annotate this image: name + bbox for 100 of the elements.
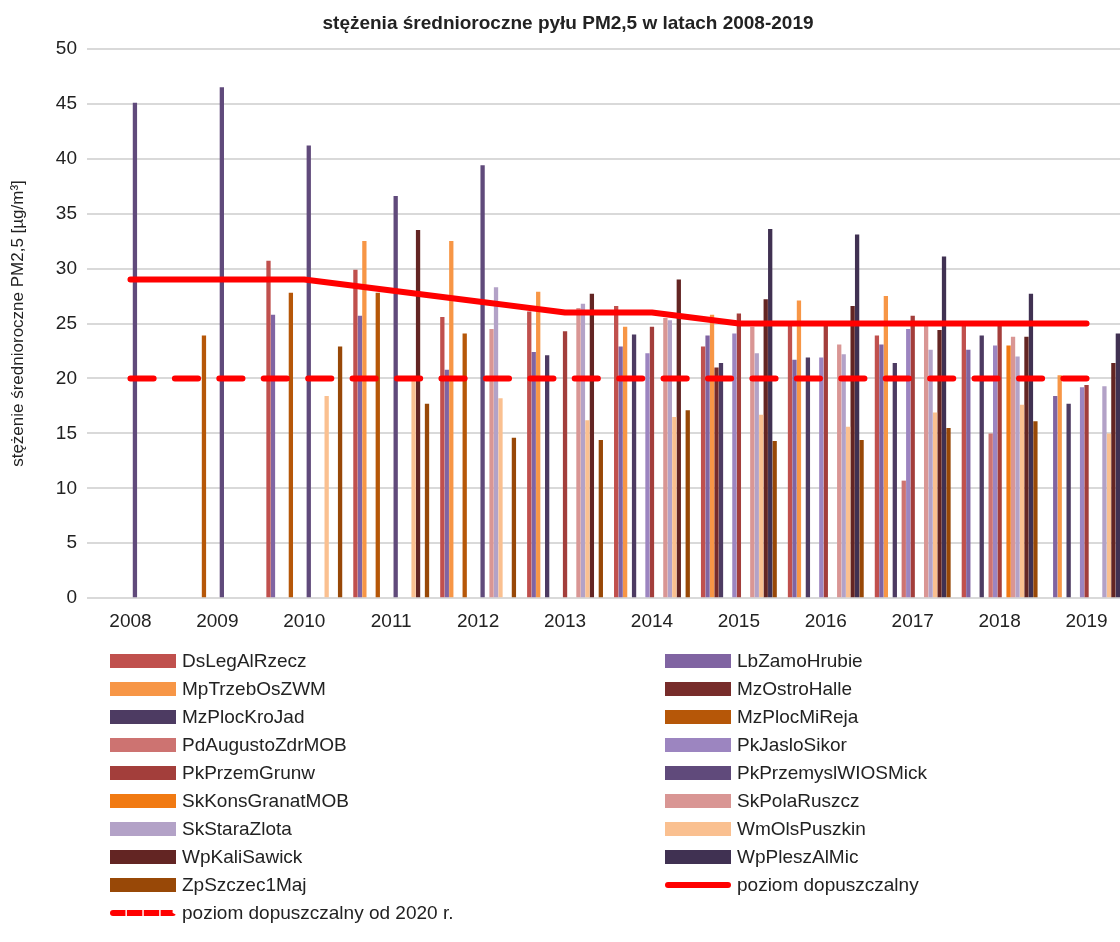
bar [718,363,724,598]
legend-label: MzPlocKroJad [182,706,305,728]
bar [685,410,690,598]
bar [923,325,929,598]
bar [493,287,499,598]
x-tick-label: 2009 [196,609,239,631]
bar [846,426,851,598]
bar [424,403,430,598]
bar [946,427,951,598]
bar [906,328,911,598]
legend-label: poziom dopuszczalny od 2020 r. [182,902,454,924]
legend-label: PkJasloSikor [737,734,847,756]
bar [750,326,755,598]
bar [306,145,311,598]
bar [1019,404,1025,598]
y-tick-label: 15 [55,421,77,443]
bar [1053,396,1058,598]
bar [411,379,416,598]
legend-label: SkKonsGranatMOB [182,790,349,812]
bar [444,369,449,598]
legend-label: ZpSzczec1Maj [182,874,307,896]
bar [1057,375,1062,598]
y-tick-label: 20 [55,366,77,388]
legend-label: SkStaraZlota [182,818,292,840]
bar [1079,387,1085,598]
bar [993,345,998,598]
bar [393,196,398,598]
y-tick-label: 45 [55,91,77,113]
chart-title: stężenia średnioroczne pyłu PM2,5 w latach 2008-2019 [322,11,814,33]
bar [266,260,271,598]
y-axis-title: stężenie średnioroczne PM2,5 [µg/m³] [7,180,27,467]
bar [988,433,993,598]
bar [805,357,811,598]
bar [598,439,603,598]
legend-label: MzOstroHalle [737,678,853,700]
y-tick-label: 0 [66,586,77,608]
legend-label: WmOlsPuszkin [737,818,866,840]
bar [736,313,742,598]
bar [754,353,759,598]
bar [819,357,824,598]
bar [714,367,719,598]
bar [489,328,494,598]
bar [892,363,897,598]
y-tick-label: 5 [66,531,77,553]
y-tick-label: 25 [55,311,77,333]
x-tick-label: 2013 [543,609,587,631]
legend-label: LbZamoHrubie [737,650,863,672]
bar [768,229,773,598]
bar [672,416,677,598]
y-tick-label: 50 [55,37,77,59]
bar [667,320,672,598]
bar [759,414,764,598]
bar [910,315,915,598]
bar [645,353,650,598]
bar [585,420,590,598]
bar [837,344,842,598]
legend-label: PdAugustoZdrMOB [182,734,347,756]
legend-label: DsLegAlRzecz [182,650,307,672]
bar [511,437,517,598]
bar [498,398,503,598]
bar [449,241,454,598]
bar [531,352,536,598]
bar [961,324,966,598]
y-tick-label: 40 [55,146,77,168]
x-tick-label: 2010 [283,609,326,631]
legend-label: WpKaliSawick [182,846,303,868]
legend-label: SkPolaRuszcz [737,790,860,812]
bar [462,333,467,598]
bar [562,331,568,598]
bar [1106,433,1112,598]
bar [787,324,793,598]
bar [1084,385,1089,598]
bar [527,311,532,598]
bar [854,234,860,598]
bar [772,441,777,598]
x-tick-label: 2019 [1065,609,1108,631]
bar [879,344,884,598]
x-tick-label: 2016 [804,609,847,631]
x-tick-label: 2014 [630,609,674,631]
bar [288,292,294,598]
bar [1024,336,1029,598]
y-tick-label: 10 [55,476,77,498]
bar [1006,345,1011,598]
y-tick-label: 35 [55,201,77,223]
bar [732,333,737,598]
bar [823,324,828,598]
bar [614,305,619,598]
bar [932,412,938,598]
bar [545,355,550,598]
bar [201,335,207,598]
x-tick-label: 2008 [109,609,152,631]
bar [353,269,358,598]
bar [937,330,942,598]
bar [622,326,628,598]
bar [357,315,363,598]
bar [219,87,224,598]
bar [1010,336,1016,598]
bar [700,346,706,598]
bar [850,305,855,598]
bar [841,354,846,598]
